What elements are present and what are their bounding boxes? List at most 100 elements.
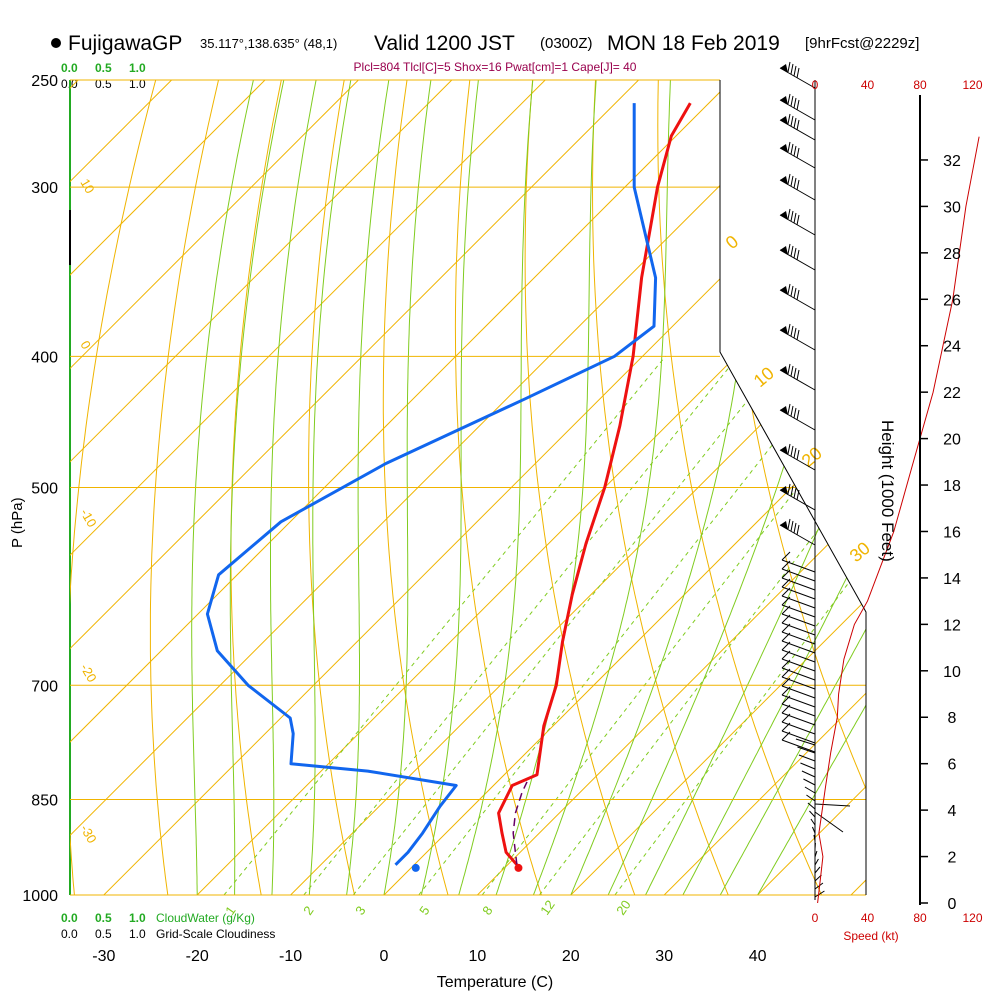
wind-barb-feather: [781, 722, 791, 732]
height-tick-label: 24: [943, 339, 961, 356]
height-tick-label: 0: [948, 896, 957, 913]
wind-barb-feather: [781, 650, 791, 660]
moist-adiabat-line: [607, 80, 865, 895]
isotherm-label: 10: [77, 176, 97, 196]
sounding-profiles: [205, 102, 692, 872]
wind-barb-feather: [787, 363, 791, 375]
wind-barb-shaft: [800, 762, 816, 770]
wind-barb-flag: [780, 246, 788, 255]
moist-adiabat-line: [383, 80, 454, 895]
wind-barb-feather: [787, 483, 791, 495]
isotherm-line: [70, 80, 453, 895]
wind-barb-feather: [796, 289, 800, 301]
cloudwater-scale-bottom: 0.0 0.5 1.0: [61, 911, 146, 925]
height-tick-label: 8: [948, 710, 957, 727]
wind-barb-shaft: [781, 685, 816, 699]
mixing-ratio-label: 2: [300, 903, 316, 918]
wind-barb-feather: [796, 329, 800, 341]
temperature-tick-label: -30: [92, 948, 115, 965]
moist-adiabat-line: [191, 80, 287, 895]
wind-barb-feather: [787, 518, 791, 530]
moist-adiabat-line: [719, 80, 866, 895]
height-tick-label: 28: [943, 246, 961, 263]
wind-barb-shaft: [781, 667, 816, 681]
temperature-tick-label: 10: [469, 948, 487, 965]
cloud-scale-label: 1.0: [129, 61, 146, 75]
parcel-line: [512, 781, 528, 865]
dry-adiabat-line: [382, 80, 449, 895]
speed-tick-top: 120: [962, 78, 982, 92]
wind-barb-shaft: [814, 882, 824, 890]
wind-barb-shaft: [781, 739, 816, 753]
wind-barb-feather: [796, 409, 800, 421]
isotherm-label: 20: [798, 443, 826, 471]
temperature-tick-label: 20: [562, 948, 580, 965]
wind-barb-shaft: [795, 738, 816, 746]
mixing-ratio-label: 8: [479, 903, 495, 918]
moist-adiabat-line: [229, 80, 316, 895]
cloud-scale-label: 1.0: [129, 77, 146, 91]
wind-barb-feather: [793, 212, 797, 224]
moist-adiabat-line: [308, 80, 378, 895]
wind-barb-shaft: [781, 604, 816, 618]
wind-barb-shaft: [781, 595, 816, 609]
dry-adiabat-line: [70, 80, 157, 895]
wind-barb-feather: [781, 713, 791, 723]
wind-barb-shaft: [797, 746, 816, 754]
wind-barb-shaft: [814, 811, 844, 833]
wind-barb-feather: [781, 686, 791, 696]
station-name: FujigawaGP: [68, 32, 182, 55]
dry-adiabat-line: [149, 80, 219, 895]
wind-barbs: [779, 61, 851, 898]
wind-barb-feather: [790, 285, 794, 297]
wind-barb-feather: [790, 520, 794, 532]
isotherm-line: [477, 80, 866, 895]
wind-barb-feather: [781, 695, 791, 705]
wind-barb-feather: [790, 63, 794, 75]
isotherm-labels: 0 10 20 30 10 0 -10 -20 -30: [77, 176, 874, 846]
wind-barb-flag: [780, 486, 788, 495]
wind-barb-shaft: [781, 712, 816, 726]
cloud-scale-label: 0.0: [61, 911, 78, 925]
surface-temp-dot: [514, 863, 523, 872]
wind-barb-feather: [796, 179, 800, 191]
isotherm-label: -20: [77, 661, 99, 685]
utc-time: (0300Z): [540, 35, 593, 52]
wind-barb-feather: [793, 487, 797, 499]
wind-barb-shaft: [781, 577, 816, 591]
wind-barb-flag: [780, 176, 788, 185]
height-tick-label: 12: [943, 617, 961, 634]
wind-barb-shaft: [781, 658, 816, 672]
wind-barb-shaft: [814, 890, 825, 898]
wind-barb-feather: [796, 147, 800, 159]
valid-date: MON 18 Feb 2019: [607, 32, 780, 55]
wind-barb-shaft: [804, 786, 816, 794]
cloud-scale-label: 0.5: [95, 77, 112, 91]
mixing-ratio-line: [614, 356, 866, 895]
wind-barb-shaft: [781, 613, 816, 627]
wind-barb-shaft: [781, 649, 816, 663]
surface-dew-dot: [411, 863, 420, 872]
height-tick-label: 14: [943, 571, 961, 588]
cloud-scale-label: 0.5: [95, 911, 112, 925]
cloud-scale-label: 0.5: [95, 927, 112, 941]
isobars: [70, 79, 866, 896]
temperature-tick-label: -20: [186, 948, 209, 965]
wind-barb-flag: [780, 326, 788, 335]
isotherm-label: 0: [722, 231, 743, 253]
wind-barb-shaft: [809, 810, 816, 818]
wind-barb-shaft: [810, 818, 816, 826]
wind-barb-shaft: [781, 730, 816, 744]
wind-barb-feather: [793, 447, 797, 459]
wind-barb-feather: [781, 551, 791, 561]
background-lines: [70, 80, 866, 895]
wind-barb-shaft: [781, 694, 816, 708]
temperature-tick-label: -10: [279, 948, 302, 965]
dry-adiabat-line: [846, 80, 866, 895]
isotherm-line: [70, 80, 266, 895]
plot-border: [719, 80, 867, 895]
wind-barb-feather: [787, 61, 791, 73]
station-marker-icon: [51, 38, 61, 48]
cloudwater-scale-top: 0.0 0.5 1.0: [61, 61, 146, 75]
temperature-tick-label: 40: [749, 948, 767, 965]
